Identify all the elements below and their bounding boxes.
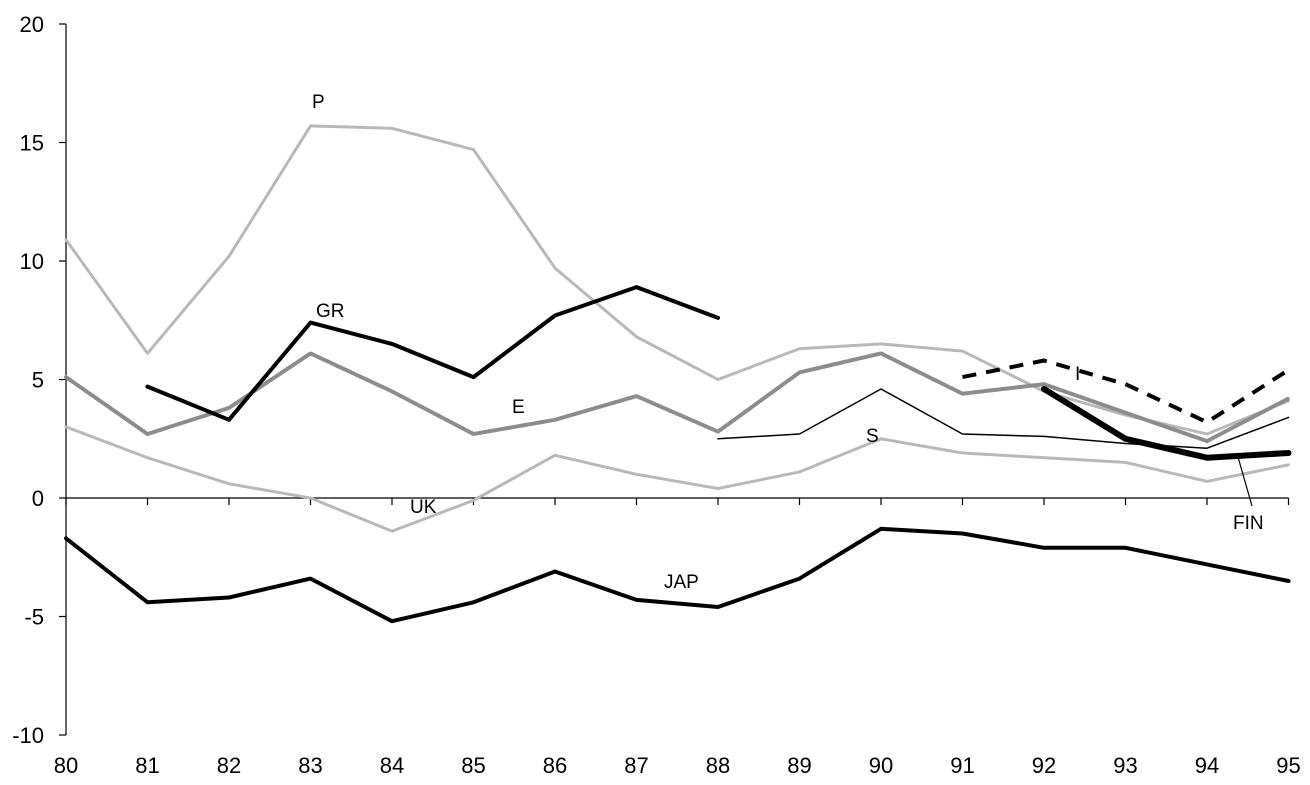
series-line-e — [64, 351, 1291, 444]
y-tick-label: 5 — [32, 368, 44, 393]
x-tick-label: 90 — [869, 753, 893, 778]
x-tick-label: 88 — [706, 753, 730, 778]
x-tick-label: 92 — [1032, 753, 1056, 778]
x-tick-label: 80 — [54, 753, 78, 778]
series-line-jap — [64, 526, 1291, 624]
y-tick-label: 20 — [20, 12, 44, 37]
y-tick-label: 15 — [20, 131, 44, 156]
series-line-s — [717, 388, 1290, 449]
x-tick-label: 87 — [624, 753, 648, 778]
x-tick-label: 94 — [1195, 753, 1219, 778]
x-tick-label: 85 — [461, 753, 485, 778]
series-label-i: I — [1075, 364, 1080, 385]
series-line-fin — [1041, 386, 1292, 461]
series-line-uk — [64, 425, 1290, 533]
series-label-uk: UK — [410, 497, 437, 518]
series-label-gr: GR — [316, 301, 345, 322]
label-layer: P GR E UK S I FIN JAP — [312, 92, 1264, 593]
fin-label-leader-line — [1237, 456, 1253, 507]
x-tick-label: 91 — [950, 753, 974, 778]
x-tick-label: 89 — [787, 753, 811, 778]
x-tick-label: 84 — [380, 753, 404, 778]
y-tick-label: -5 — [24, 605, 44, 630]
series-label-s: S — [866, 426, 879, 447]
series-label-e: E — [512, 397, 525, 418]
x-tick-label: 83 — [298, 753, 322, 778]
series-layer — [64, 124, 1292, 624]
x-tick-label: 81 — [135, 753, 159, 778]
y-tick-label: 10 — [20, 249, 44, 274]
x-tick-label: 86 — [543, 753, 567, 778]
series-label-p: P — [312, 92, 325, 113]
series-line-i — [962, 358, 1290, 425]
axes: -10 -5 0 5 10 15 20 80 81 82 83 84 85 86 87 88 89 90 91 92 9… — [12, 12, 1301, 778]
series-line-gr — [145, 285, 720, 422]
y-tick-label: 0 — [32, 486, 44, 511]
series-label-fin: FIN — [1233, 513, 1264, 534]
y-tick-label: -10 — [12, 723, 44, 748]
series-line-p — [64, 124, 1290, 436]
series-label-jap: JAP — [664, 572, 699, 593]
x-tick-label: 82 — [217, 753, 241, 778]
x-tick-label: 95 — [1276, 753, 1300, 778]
x-tick-label: 93 — [1113, 753, 1137, 778]
